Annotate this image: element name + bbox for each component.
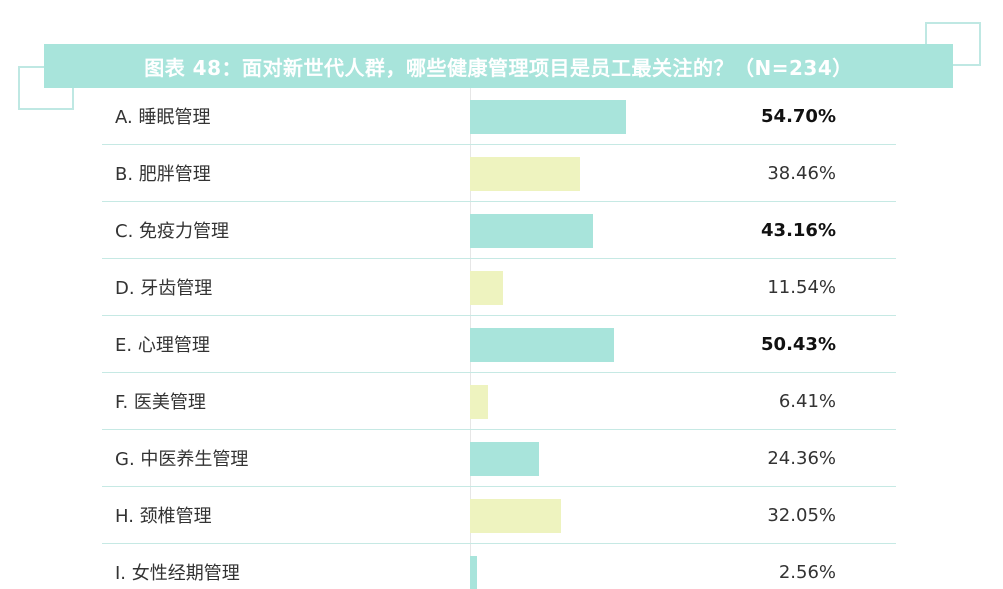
category-label: B. 肥胖管理 bbox=[115, 164, 211, 185]
category-label: G. 中医养生管理 bbox=[115, 449, 249, 470]
row-separator bbox=[102, 144, 896, 145]
bar bbox=[470, 441, 540, 476]
category-label: H. 颈椎管理 bbox=[115, 506, 212, 527]
bar bbox=[470, 498, 562, 533]
category-label: D. 牙齿管理 bbox=[115, 278, 213, 299]
row-separator bbox=[102, 543, 896, 544]
row-separator bbox=[102, 372, 896, 373]
bar bbox=[470, 555, 478, 589]
bar bbox=[470, 270, 503, 305]
category-label: C. 免疫力管理 bbox=[115, 221, 230, 242]
row-separator bbox=[102, 486, 896, 487]
category-label: I. 女性经期管理 bbox=[115, 563, 240, 584]
bar bbox=[470, 213, 593, 248]
category-label: E. 心理管理 bbox=[115, 335, 210, 356]
bar bbox=[470, 384, 489, 419]
chart-title-band: 图表 48：面对新世代人群，哪些健康管理项目是员工最关注的？（N=234） bbox=[44, 44, 953, 88]
value-label: 38.46% bbox=[767, 162, 836, 184]
row-separator bbox=[102, 258, 896, 259]
category-label: A. 睡眠管理 bbox=[115, 107, 211, 128]
row-separator bbox=[102, 429, 896, 430]
value-label: 2.56% bbox=[778, 561, 836, 583]
category-label: F. 医美管理 bbox=[115, 392, 206, 413]
bar bbox=[470, 99, 626, 134]
value-label: 11.54% bbox=[767, 276, 836, 298]
row-separator bbox=[102, 315, 896, 316]
row-separator bbox=[102, 201, 896, 202]
value-label: 54.70% bbox=[761, 105, 836, 127]
value-label: 50.43% bbox=[761, 333, 836, 355]
value-label: 6.41% bbox=[778, 390, 836, 412]
value-label: 43.16% bbox=[761, 219, 836, 241]
value-label: 24.36% bbox=[767, 447, 836, 469]
bar bbox=[470, 327, 614, 362]
chart-title: 图表 48：面对新世代人群，哪些健康管理项目是员工最关注的？（N=234） bbox=[144, 55, 853, 80]
bar bbox=[470, 156, 580, 191]
value-label: 32.05% bbox=[767, 504, 836, 526]
